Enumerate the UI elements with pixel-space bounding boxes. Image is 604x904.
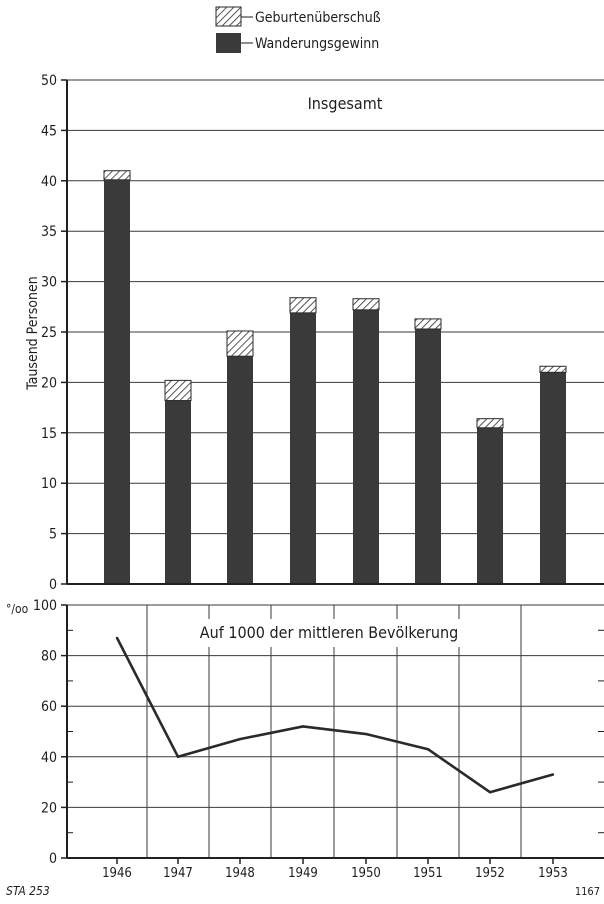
bar-migration-1952: [477, 427, 503, 584]
top-y-tick-label: 0: [49, 577, 57, 593]
x-tick-label: 1953: [538, 866, 568, 881]
line-point-1951: [426, 748, 430, 751]
top-y-tick-label: 25: [41, 325, 57, 341]
x-tick-label: 1950: [351, 866, 381, 881]
bottom-y-tick-label: 80: [41, 649, 57, 665]
bar-surplus-1950: [352, 298, 380, 311]
x-tick-label: 1946: [102, 866, 132, 881]
bar-surplus-1953: [539, 365, 567, 373]
bar-migration-1946: [104, 179, 130, 585]
top-y-tick-label: 50: [41, 73, 57, 89]
top-chart-grid: [67, 79, 604, 535]
x-tick-label: 1949: [288, 866, 318, 881]
bar-surplus-1952: [476, 418, 504, 429]
bottom-chart-points: [115, 636, 555, 794]
top-chart: 0 5 10 15 20 25 30 35 40 45 50 Insgesamt Tausend P…: [25, 73, 604, 593]
x-tick-label: 1947: [163, 866, 193, 881]
top-y-tick-label: 45: [41, 123, 57, 139]
legend-migration-label: Wanderungsgewinn: [255, 36, 379, 52]
top-y-tick-label: 20: [41, 375, 57, 391]
bar-migration-1951: [415, 328, 441, 584]
bar-migration-1947: [165, 400, 191, 584]
line-point-1950: [364, 732, 368, 736]
bar-surplus-1948: [226, 330, 254, 357]
legend-migration-swatch: [216, 33, 241, 53]
bottom-chart-title-bg: [178, 619, 480, 647]
bottom-chart: 0 20 40 60 80 100 Auf 1000 der mittleren Bevö…: [6, 598, 604, 867]
bar-surplus-1947: [164, 379, 192, 402]
x-tick-label: 1948: [225, 866, 255, 881]
x-tick-label: 1951: [413, 866, 443, 881]
top-chart-bars: [103, 170, 567, 585]
x-tick-label: 1952: [475, 866, 505, 881]
bottom-y-tick-label: 100: [33, 598, 57, 614]
bottom-chart-title: Auf 1000 der mittleren Bevölkerung: [200, 623, 459, 642]
bar-migration-1950: [353, 309, 379, 584]
top-y-tick-label: 5: [49, 527, 57, 543]
top-chart-y-label: Tausend Personen: [25, 276, 41, 390]
top-chart-y-ticks: 0 5 10 15 20 25 30 35 40 45 50: [41, 73, 67, 593]
bottom-chart-unit-label: °/oo: [6, 602, 29, 616]
legend-surplus-label: Geburtenüberschuß: [255, 10, 381, 26]
footer-left: STA 253: [6, 884, 50, 898]
line-point-1949: [301, 725, 305, 728]
line-point-1946: [115, 636, 119, 640]
top-chart-title: Insgesamt: [308, 94, 383, 113]
line-point-1948: [238, 737, 242, 741]
bar-surplus-1946: [103, 170, 131, 181]
bar-surplus-1951: [414, 318, 442, 330]
top-y-tick-label: 40: [41, 174, 57, 190]
line-point-1953: [551, 773, 555, 776]
line-point-1952: [488, 791, 492, 794]
bottom-y-tick-label: 60: [41, 699, 57, 715]
top-y-tick-label: 35: [41, 224, 57, 240]
bottom-chart-grid: [67, 604, 604, 858]
bottom-chart-series-line: [115, 637, 554, 794]
bar-surplus-1949: [289, 297, 317, 314]
bottom-y-tick-label: 0: [49, 851, 57, 867]
bottom-y-tick-label: 40: [41, 750, 57, 766]
legend: Geburtenüberschuß Wanderungsgewinn: [215, 6, 381, 53]
bottom-y-tick-label: 20: [41, 800, 57, 816]
x-tick-labels: 1946 1947 1948 1949 1950 1951 1952 1953: [102, 858, 568, 881]
bar-migration-1949: [290, 312, 316, 584]
top-y-tick-label: 15: [41, 426, 57, 442]
top-y-tick-label: 30: [41, 275, 57, 291]
footer-right: 1167: [575, 885, 600, 898]
top-y-tick-label: 10: [41, 476, 57, 492]
bar-migration-1948: [227, 356, 253, 584]
bar-migration-1953: [540, 372, 566, 584]
legend-surplus-swatch: [215, 6, 242, 27]
line-point-1947: [176, 755, 180, 758]
